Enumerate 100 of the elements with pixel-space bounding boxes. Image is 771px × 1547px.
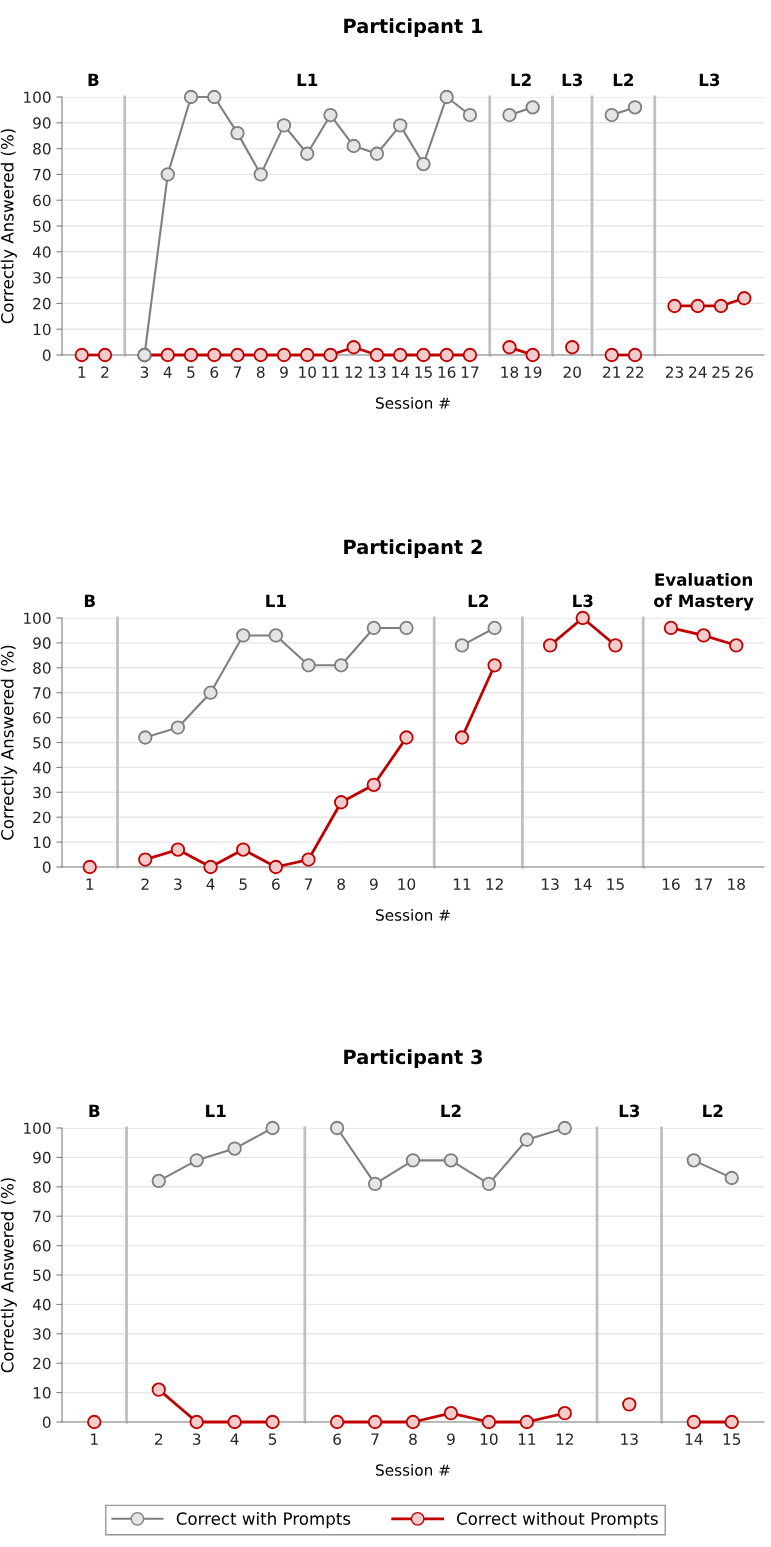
x-tick-label: 9 <box>369 878 378 890</box>
text: Participant 2 <box>344 539 482 558</box>
chart-title: L3 <box>699 73 720 87</box>
x-tick-label: 12 <box>345 366 362 378</box>
y-tick-label: 20 <box>33 811 51 824</box>
x-tick-label: 2 <box>155 1433 163 1445</box>
x-tick-label: 11 <box>453 878 471 890</box>
y-tick-label: 40 <box>32 761 51 774</box>
chart-title: L3 <box>562 73 583 87</box>
x-tick-label: 15 <box>723 1433 741 1445</box>
y-tick-label: 70 <box>33 687 51 699</box>
y-axis-title: Correctly Answered (%) <box>0 129 17 324</box>
y-tick-label: 40 <box>32 1298 51 1311</box>
x-tick-label: 13 <box>542 878 559 890</box>
x-tick-label: 10 <box>398 878 416 890</box>
x-tick-label: 18 <box>728 878 745 890</box>
y-tick-label: 80 <box>33 1181 51 1193</box>
x-tick-label: 10 <box>299 366 316 378</box>
x-tick-label: 3 <box>193 1433 201 1445</box>
chart-title: B <box>84 594 95 607</box>
y-tick-label: 90 <box>33 117 51 129</box>
x-tick-label: 21 <box>603 366 621 378</box>
x-tick-label: 8 <box>256 366 265 378</box>
x-tick-label: 23 <box>665 366 683 378</box>
chart-title: L2 <box>703 1104 723 1117</box>
x-tick-label: 11 <box>518 1433 536 1445</box>
x-axis-title: Session # <box>376 1464 450 1476</box>
x-tick-label: 24 <box>689 366 707 378</box>
x-tick-label: 5 <box>187 366 195 378</box>
x-axis-title: Session # <box>376 909 450 921</box>
y-tick-label: 30 <box>33 272 51 284</box>
y-tick-label: 40 <box>32 246 51 258</box>
y-tick-label: 20 <box>33 1357 51 1370</box>
x-tick-label: 17 <box>695 878 713 890</box>
x-tick-label: 15 <box>607 878 624 890</box>
x-tick-label: 7 <box>233 366 242 378</box>
x-tick-label: 1 <box>91 1433 98 1445</box>
chart-title: L1 <box>266 594 286 607</box>
chart-title: B <box>89 1104 100 1117</box>
chart-title: L1 <box>297 73 318 86</box>
x-tick-label: 15 <box>415 366 432 378</box>
x-tick-label: 2 <box>101 366 109 378</box>
y-tick-label: 30 <box>33 786 51 799</box>
x-tick-label: 1 <box>78 366 86 378</box>
x-tick-label: 11 <box>322 366 339 378</box>
chart-title: L2 <box>613 73 634 86</box>
y-tick-label: 60 <box>33 1240 51 1252</box>
x-tick-label: 17 <box>461 366 479 378</box>
x-tick-label: 16 <box>438 366 456 378</box>
x-tick-label: 5 <box>268 1433 277 1445</box>
x-tick-label: 1 <box>86 878 94 890</box>
x-tick-label: 22 <box>626 366 644 378</box>
y-tick-label: 10 <box>33 323 51 336</box>
x-tick-label: 3 <box>140 366 149 378</box>
x-tick-label: 6 <box>272 878 280 890</box>
y-tick-label: 0 <box>42 349 51 362</box>
x-tick-label: 13 <box>368 366 386 378</box>
x-tick-label: 13 <box>621 1433 638 1445</box>
y-tick-label: 70 <box>33 1210 51 1223</box>
y-tick-label: 60 <box>33 194 51 207</box>
x-tick-label: 14 <box>685 1433 703 1445</box>
y-tick-label: 80 <box>33 662 51 674</box>
y-tick-label: 90 <box>33 1151 51 1164</box>
y-axis-title: Correctly Answered (%) <box>0 645 17 840</box>
y-tick-label: 60 <box>33 712 51 724</box>
y-tick-label: 90 <box>33 637 51 649</box>
chart-title: L2 <box>441 1104 461 1117</box>
x-tick-label: 7 <box>304 878 313 890</box>
legend-label: Correct with Prompts <box>176 1512 351 1529</box>
x-tick-label: 8 <box>409 1433 417 1445</box>
x-tick-label: 26 <box>735 366 753 378</box>
y-tick-label: 50 <box>33 1269 51 1282</box>
legend-label: Correct without Prompts <box>456 1512 658 1529</box>
x-tick-label: 8 <box>337 878 345 890</box>
y-tick-label: 100 <box>24 91 51 104</box>
x-tick-label: 6 <box>210 366 219 378</box>
x-tick-label: 2 <box>141 878 149 890</box>
y-tick-label: 50 <box>33 220 51 233</box>
y-tick-label: 30 <box>33 1328 51 1340</box>
text: Participant 3 <box>344 1049 482 1068</box>
x-tick-label: 4 <box>163 366 172 378</box>
chart-title: Evaluation of Mastery <box>654 573 754 611</box>
y-axis-title: Correctly Answered (%) <box>0 1178 17 1373</box>
x-tick-label: 10 <box>480 1433 498 1445</box>
x-tick-label: 4 <box>206 878 215 890</box>
x-tick-label: 7 <box>371 1433 379 1445</box>
x-tick-label: 9 <box>280 366 288 378</box>
text: Participant 1 <box>344 18 483 37</box>
x-tick-label: 19 <box>524 366 542 378</box>
y-tick-label: 80 <box>33 143 51 155</box>
y-tick-label: 70 <box>33 168 51 181</box>
y-tick-label: 10 <box>33 1387 51 1399</box>
y-tick-label: 20 <box>33 297 51 310</box>
y-tick-label: 100 <box>24 1122 51 1135</box>
chart-title: L2 <box>468 594 488 607</box>
x-tick-label: 4 <box>230 1433 239 1445</box>
x-tick-label: 5 <box>239 878 247 890</box>
y-tick-label: 0 <box>42 1416 51 1429</box>
chart-title: L2 <box>511 73 531 86</box>
chart-title: L1 <box>206 1104 226 1117</box>
